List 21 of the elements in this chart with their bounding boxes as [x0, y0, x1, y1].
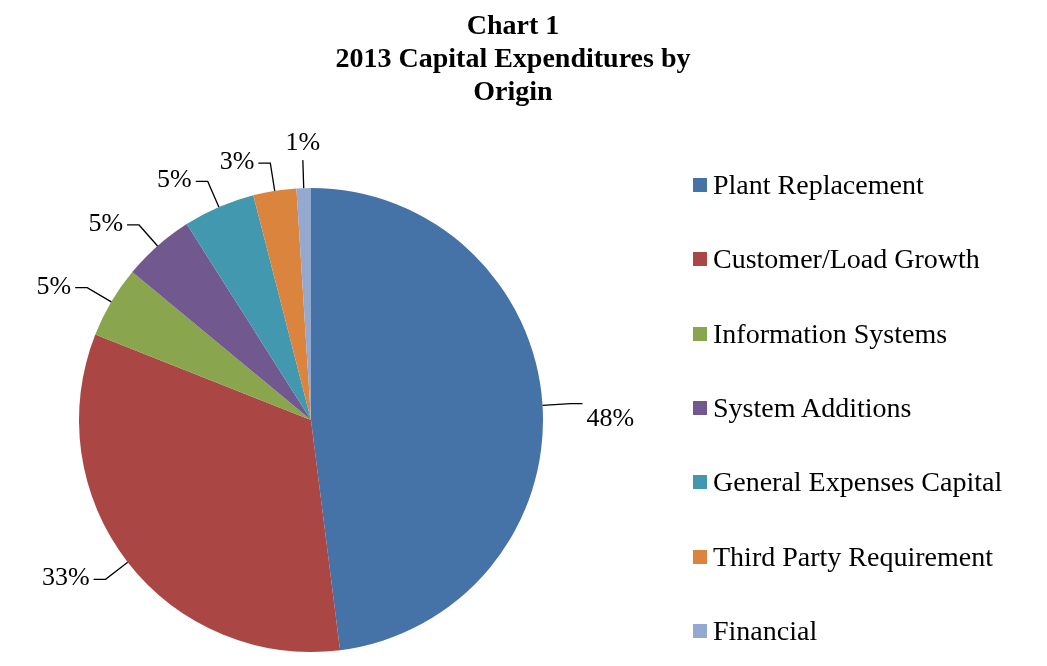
pie-slice [132, 224, 311, 420]
data-label: 1% [285, 127, 321, 157]
data-label: 33% [41, 562, 90, 592]
data-label: 3% [219, 146, 255, 176]
legend-label: System Additions [713, 392, 912, 425]
legend-label: General Expenses Capital [713, 466, 1003, 499]
legend-label: Plant Replacement [713, 169, 924, 202]
data-label: 48% [586, 402, 635, 432]
chart-title: Chart 1 [465, 8, 561, 41]
pie-slice [311, 188, 543, 651]
legend-label: Customer/Load Growth [713, 243, 980, 276]
legend-label: Third Party Requirement [713, 540, 993, 573]
data-label: 5% [157, 164, 192, 194]
data-label: 5% [88, 207, 124, 237]
pie-slice [186, 195, 311, 420]
legend-label: Financial [713, 614, 818, 647]
data-label: 5% [36, 270, 72, 300]
chart-subtitle: 2013 Capital Expenditures by Origin [334, 41, 692, 107]
pie-slice [95, 272, 311, 420]
pie-slice [253, 188, 311, 420]
legend-label: Information Systems [713, 317, 948, 350]
